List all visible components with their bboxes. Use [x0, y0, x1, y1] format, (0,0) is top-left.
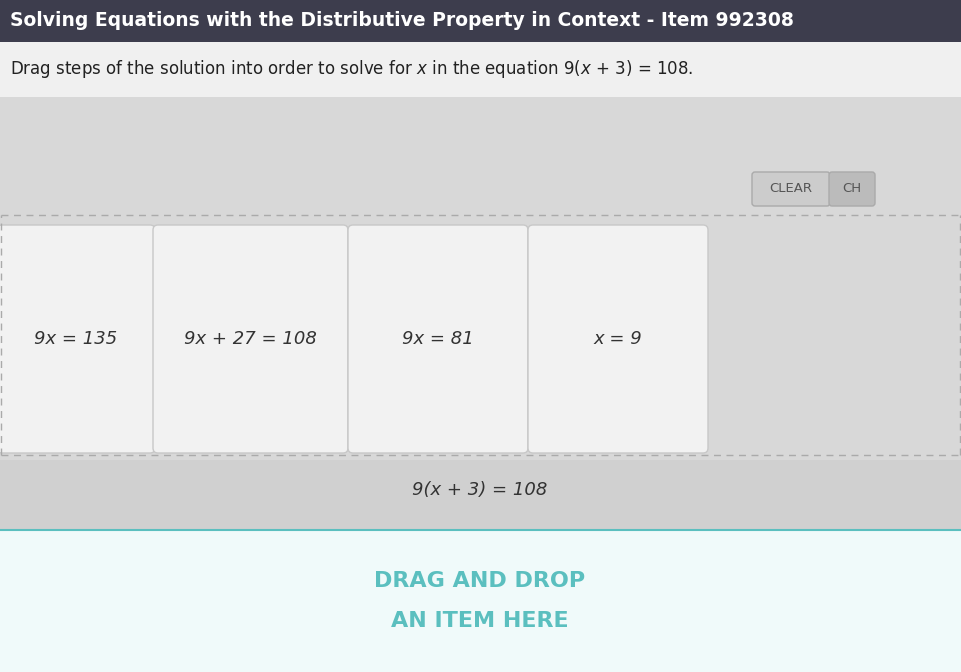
Text: 9x + 27 = 108: 9x + 27 = 108: [185, 330, 317, 348]
Text: Solving Equations with the Distributive Property in Context - Item 992308: Solving Equations with the Distributive …: [10, 11, 794, 30]
FancyBboxPatch shape: [0, 225, 155, 453]
Bar: [0, 460, 961, 672]
Text: CH: CH: [843, 183, 862, 196]
FancyBboxPatch shape: [528, 225, 708, 453]
Text: DRAG AND DROP: DRAG AND DROP: [375, 571, 585, 591]
Text: 9(x + 3) = 108: 9(x + 3) = 108: [412, 481, 548, 499]
Text: AN ITEM HERE: AN ITEM HERE: [391, 611, 569, 631]
Text: x = 9: x = 9: [594, 330, 642, 348]
Text: Drag steps of the solution into order to solve for $x$ in the equation 9($x$ + 3: Drag steps of the solution into order to…: [10, 58, 694, 81]
Text: 9x = 135: 9x = 135: [35, 330, 117, 348]
Bar: [0, 42, 961, 97]
Bar: [0, 97, 961, 460]
Bar: [0, 0, 961, 42]
Bar: [0, 531, 961, 672]
FancyBboxPatch shape: [153, 225, 348, 453]
FancyBboxPatch shape: [348, 225, 528, 453]
FancyBboxPatch shape: [752, 172, 830, 206]
Text: 9x = 81: 9x = 81: [402, 330, 474, 348]
FancyBboxPatch shape: [829, 172, 875, 206]
Text: CLEAR: CLEAR: [770, 183, 812, 196]
